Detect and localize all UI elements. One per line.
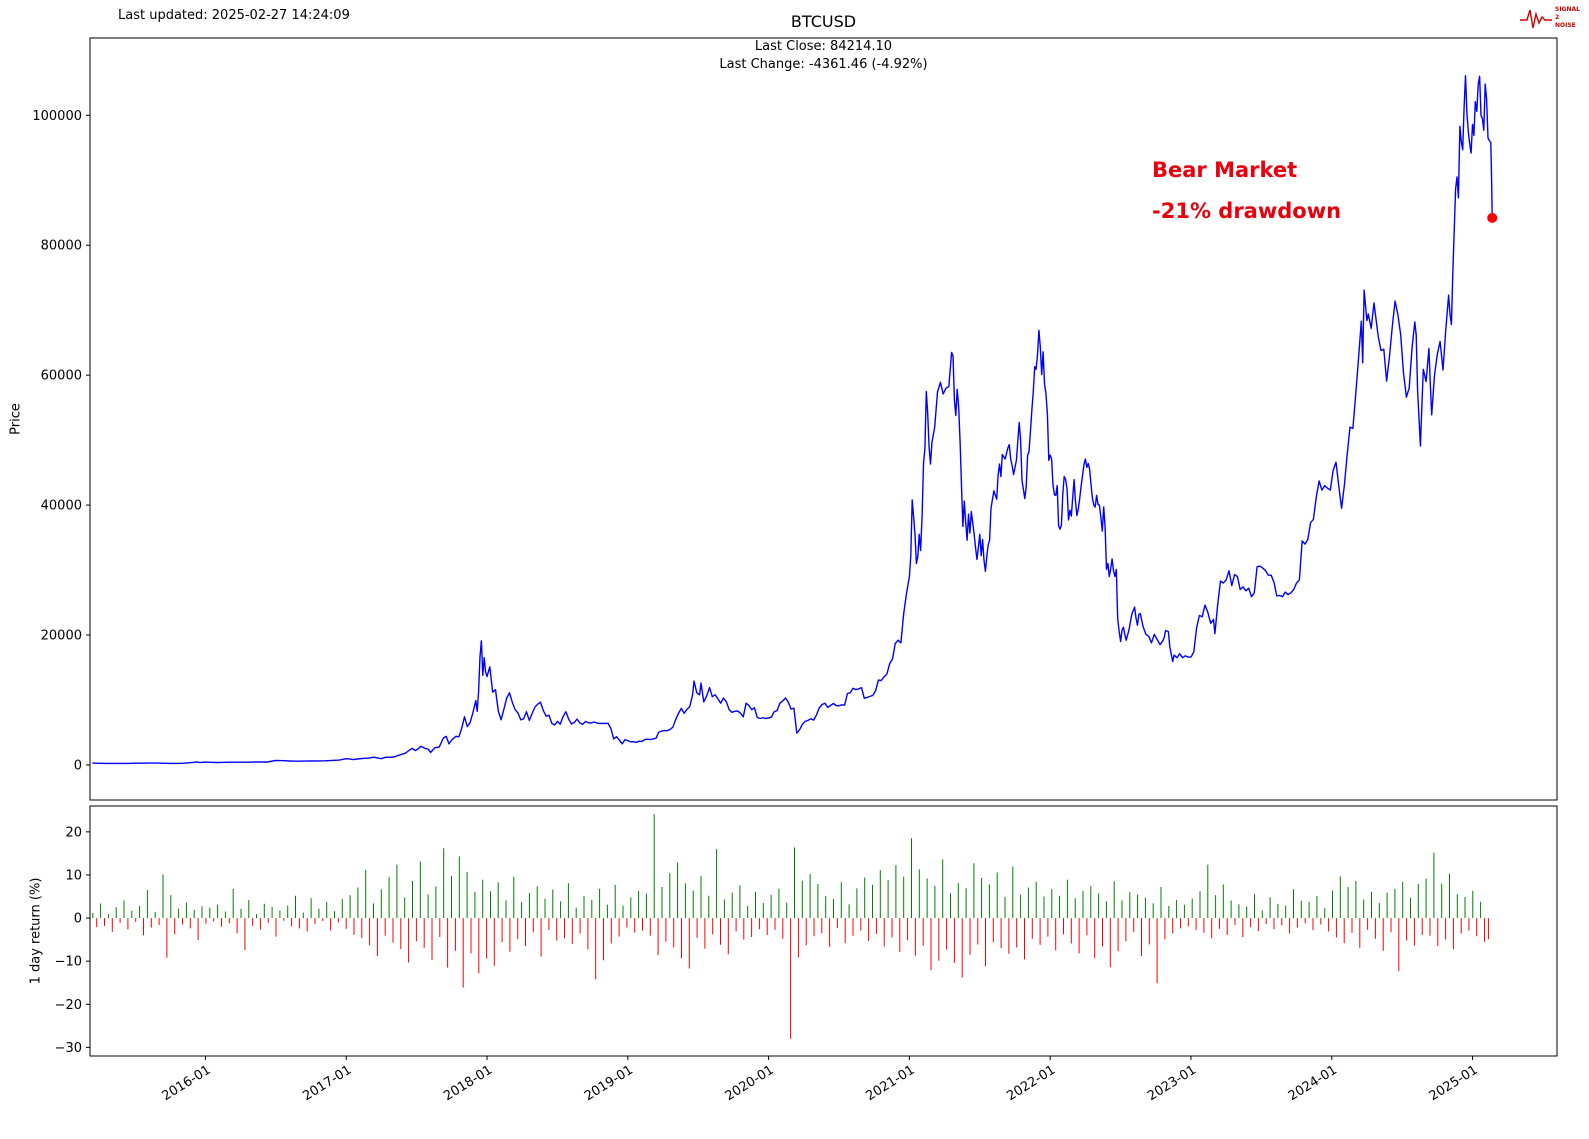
logo-ekg-line <box>1520 9 1552 29</box>
logo-word-2: 2 <box>1555 14 1559 21</box>
x-tick-label: 2020-01 <box>723 1063 777 1105</box>
last-price-marker <box>1487 212 1498 223</box>
last-updated-text: Last updated: 2025-02-27 14:24:09 <box>118 8 350 23</box>
y-tick-label: 100000 <box>32 109 82 124</box>
price-panel-border <box>89 37 1558 801</box>
y-tick-label: 10 <box>65 868 82 883</box>
last-change-text: Last Change: -4361.46 (-4.92%) <box>719 57 928 72</box>
y-tick-label: 20000 <box>41 628 82 643</box>
y-tick-label: −20 <box>55 998 82 1013</box>
return-panel-border <box>89 805 1558 1057</box>
x-tick-label: 2025-01 <box>1427 1063 1481 1105</box>
y-tick-label: 0 <box>74 912 82 927</box>
y-tick-label: −30 <box>55 1041 82 1056</box>
x-tick-label: 2016-01 <box>160 1063 214 1105</box>
y-tick-label: 80000 <box>41 239 82 254</box>
x-tick-label: 2018-01 <box>441 1063 495 1105</box>
logo-word-signal: SIGNAL <box>1555 6 1580 13</box>
annotation-line1: Bear Market <box>1152 158 1298 182</box>
x-tick-label: 2017-01 <box>300 1063 354 1105</box>
x-tick-label: 2023-01 <box>1145 1063 1199 1105</box>
logo-word-noise: NOISE <box>1555 22 1576 29</box>
y-tick-label: 20 <box>65 825 82 840</box>
y-tick-label: 60000 <box>41 369 82 384</box>
y-tick-label: 40000 <box>41 499 82 514</box>
price-line <box>92 74 1493 765</box>
signal2noise-logo: SIGNAL 2 NOISE <box>1519 3 1581 37</box>
x-tick-label: 2024-01 <box>1286 1063 1340 1105</box>
bear-market-annotation: Bear Market -21% drawdown <box>1152 150 1341 232</box>
y-tick-label: −10 <box>55 955 82 970</box>
chart-title: BTCUSD <box>790 12 857 31</box>
annotation-line2: -21% drawdown <box>1152 198 1342 223</box>
y-tick-label: 0 <box>74 758 82 773</box>
logo-waveform-icon: SIGNAL 2 NOISE <box>1520 6 1580 29</box>
x-tick-label: 2022-01 <box>1004 1063 1058 1105</box>
last-close-text: Last Close: 84214.10 <box>754 39 893 54</box>
x-tick-label: 2019-01 <box>582 1063 636 1105</box>
x-tick-label: 2021-01 <box>863 1063 917 1105</box>
